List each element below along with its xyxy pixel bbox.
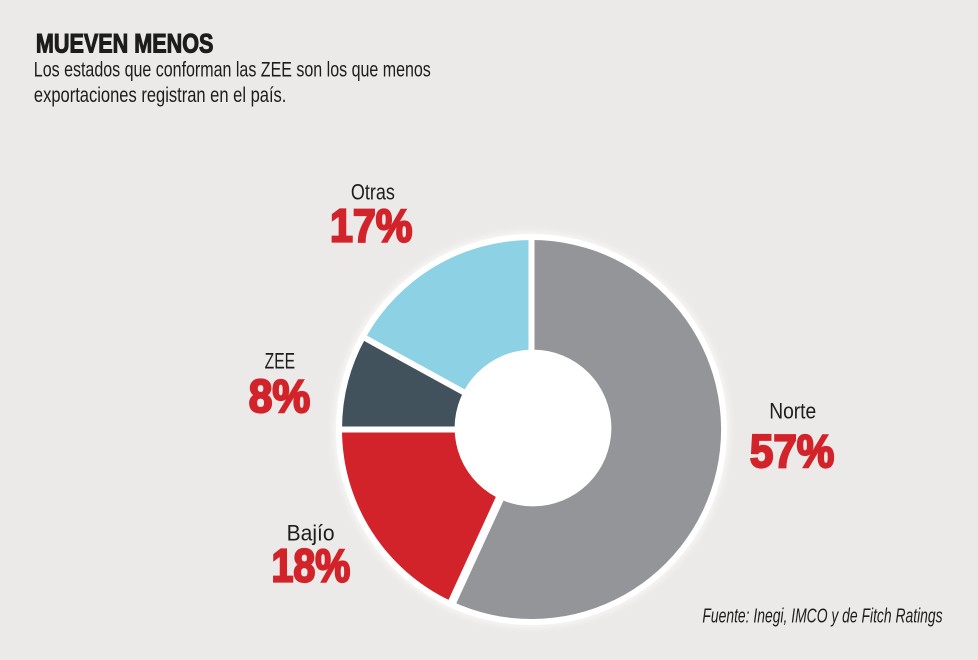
svg-text:17%: 17% — [330, 199, 413, 251]
svg-text:exportaciones registran en el: exportaciones registran en el país. — [34, 83, 287, 107]
svg-text:ZEE: ZEE — [265, 349, 296, 374]
svg-text:MUEVEN MENOS: MUEVEN MENOS — [36, 28, 214, 59]
svg-text:18%: 18% — [272, 540, 351, 592]
svg-text:57%: 57% — [750, 425, 835, 477]
svg-text:Otras: Otras — [351, 180, 395, 205]
svg-text:8%: 8% — [249, 370, 311, 422]
svg-text:Fuente: Inegi, IMCO y de Fitch: Fuente: Inegi, IMCO y de Fitch Ratings — [702, 606, 942, 628]
svg-text:Los estados que conforman las: Los estados que conforman las ZEE son lo… — [34, 58, 431, 82]
svg-text:Bajío: Bajío — [287, 521, 335, 546]
svg-text:Norte: Norte — [769, 399, 816, 424]
